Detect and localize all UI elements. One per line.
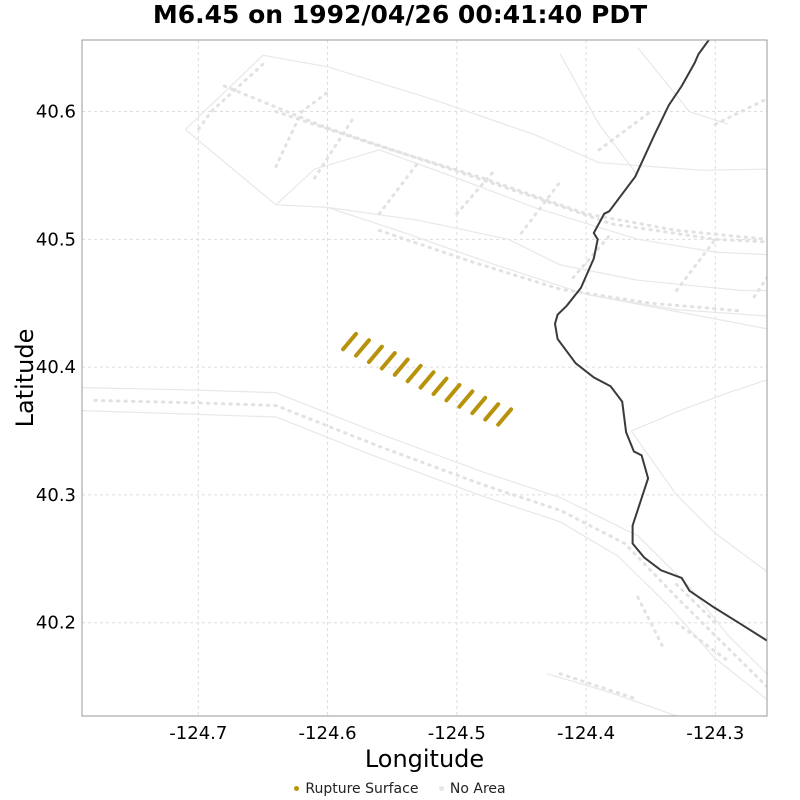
no-area-dotted-line bbox=[675, 237, 717, 292]
rupture-segment bbox=[366, 344, 384, 365]
no-area-dotted-line bbox=[313, 116, 355, 180]
x-tick-label: -124.5 bbox=[428, 723, 486, 744]
no-area-dotted-line bbox=[274, 90, 330, 168]
y-tick-label: 40.6 bbox=[36, 102, 76, 123]
rupture-segment bbox=[457, 389, 475, 409]
legend-label: Rupture Surface bbox=[305, 781, 419, 797]
x-axis-title: Longitude bbox=[365, 745, 484, 773]
no-area-dotted-line bbox=[558, 672, 640, 701]
no-area-line bbox=[82, 410, 767, 700]
y-tick-label: 40.4 bbox=[36, 357, 76, 378]
no-area-line bbox=[637, 47, 729, 125]
chart-title: M6.45 on 1992/04/26 00:41:40 PDT bbox=[152, 0, 648, 29]
no-area-dotted-line bbox=[377, 228, 743, 313]
legend-dot-icon bbox=[438, 785, 444, 791]
no-area-line bbox=[631, 379, 767, 432]
legend: Rupture Surface No Area bbox=[0, 780, 800, 798]
rupture-segment bbox=[354, 338, 371, 358]
no-area-line bbox=[82, 387, 767, 675]
no-area-line bbox=[275, 149, 767, 256]
y-axis-title: Latitude bbox=[11, 329, 39, 428]
no-area-line bbox=[547, 673, 677, 716]
no-area-dotted-line bbox=[675, 621, 730, 663]
x-tick-labels: -124.7 -124.6 -124.5 -124.4 -124.3 bbox=[169, 723, 744, 744]
no-area-dotted-line bbox=[713, 97, 767, 126]
coastline bbox=[553, 40, 767, 642]
no-area-line bbox=[184, 54, 767, 171]
rupture-surface-layer bbox=[341, 331, 514, 427]
x-tick-label: -124.4 bbox=[557, 723, 615, 744]
rupture-segment bbox=[405, 363, 423, 384]
rupture-segment bbox=[470, 395, 488, 416]
rupture-segment bbox=[392, 357, 410, 377]
no-area-dotted-line bbox=[571, 231, 614, 280]
no-area-line bbox=[327, 206, 767, 317]
legend-dot-icon bbox=[294, 785, 300, 791]
rupture-segment bbox=[431, 376, 449, 396]
no-area-dotted-line bbox=[752, 276, 767, 299]
no-area-dotted-line bbox=[274, 110, 767, 241]
rupture-segment bbox=[496, 407, 514, 427]
no-area-dotted-line bbox=[377, 161, 420, 216]
y-tick-label: 40.5 bbox=[36, 229, 76, 250]
x-tick-label: -124.7 bbox=[169, 723, 227, 744]
no-area-dotted-line bbox=[519, 180, 562, 235]
y-tick-label: 40.2 bbox=[36, 613, 76, 634]
y-tick-labels: 40.2 40.3 40.4 40.5 40.6 bbox=[36, 102, 76, 634]
rupture-segment bbox=[418, 370, 436, 390]
no-area-layer bbox=[82, 47, 767, 716]
rupture-segment bbox=[341, 331, 358, 352]
rupture-segment bbox=[379, 351, 397, 371]
y-tick-label: 40.3 bbox=[36, 485, 76, 506]
no-area-dotted-line bbox=[455, 167, 498, 216]
no-area-line bbox=[185, 129, 767, 292]
legend-item-no-area: No Area bbox=[438, 780, 506, 798]
no-area-line bbox=[630, 430, 767, 573]
no-area-line bbox=[585, 293, 767, 330]
no-area-dotted-line bbox=[196, 62, 265, 131]
legend-label: No Area bbox=[449, 781, 506, 797]
no-area-dotted-line bbox=[93, 398, 767, 689]
legend-item-rupture: Rupture Surface bbox=[294, 780, 418, 798]
coastline-layer bbox=[553, 40, 767, 642]
plot-frame bbox=[81, 39, 768, 717]
x-tick-label: -124.3 bbox=[686, 723, 744, 744]
no-area-line bbox=[559, 53, 639, 176]
no-area-dotted-line bbox=[675, 582, 717, 625]
no-area-dotted-line bbox=[636, 595, 666, 650]
rupture-segment bbox=[483, 402, 501, 422]
grid-lines bbox=[82, 40, 767, 716]
no-area-dotted-line bbox=[222, 84, 767, 244]
x-tick-label: -124.6 bbox=[299, 723, 357, 744]
no-area-dotted-line bbox=[597, 110, 653, 152]
rupture-segment bbox=[444, 383, 462, 403]
